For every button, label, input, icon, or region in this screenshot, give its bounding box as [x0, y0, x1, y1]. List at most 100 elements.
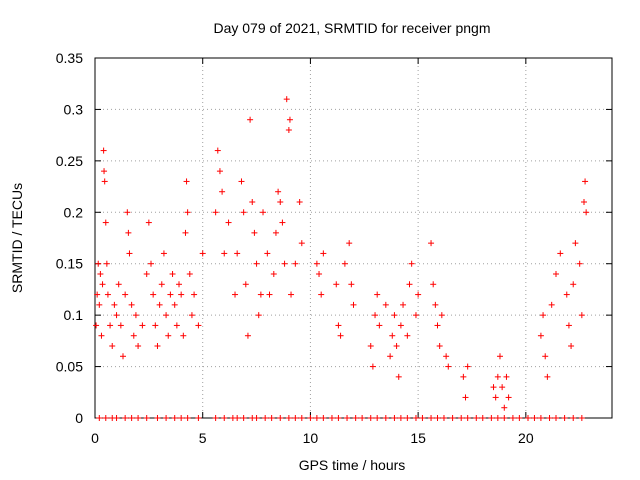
data-point: [328, 415, 335, 421]
data-point: [182, 229, 189, 236]
data-point: [268, 415, 275, 421]
data-point: [195, 415, 202, 421]
data-point: [568, 343, 575, 349]
data-point: [104, 291, 111, 298]
data-point: [524, 415, 531, 421]
data-point: [130, 332, 137, 339]
y-tick-label: 0.3: [64, 101, 84, 117]
data-point: [298, 240, 305, 247]
data-point: [438, 312, 445, 319]
data-point: [139, 322, 146, 329]
y-tick-label: 0.15: [56, 256, 83, 272]
data-point: [186, 271, 193, 277]
data-point: [537, 332, 544, 339]
data-point: [251, 229, 258, 236]
data-point: [117, 322, 124, 329]
data-point: [113, 415, 120, 421]
data-point: [430, 281, 437, 288]
data-point: [216, 168, 223, 175]
data-point: [516, 415, 523, 421]
data-point: [406, 281, 413, 288]
data-point: [232, 291, 239, 298]
data-point: [244, 332, 251, 339]
data-point: [148, 260, 155, 267]
data-point: [583, 209, 590, 216]
data-point: [266, 291, 273, 298]
data-point: [344, 415, 351, 421]
data-point: [240, 209, 247, 216]
data-point: [570, 415, 577, 421]
axis-tick-labels: 0 0.05 0.1 0.15 0.2 0.25 0.3 0.35 0 5 10 15 20: [56, 50, 534, 446]
data-point: [389, 332, 396, 339]
data-point: [158, 281, 165, 288]
data-point: [412, 415, 419, 421]
data-point: [346, 240, 353, 247]
data-point: [275, 188, 282, 195]
data-point: [313, 260, 320, 267]
data-point: [404, 332, 411, 339]
data-point: [135, 343, 142, 349]
data-point: [163, 312, 170, 319]
data-point: [395, 373, 402, 380]
data-point: [391, 312, 398, 319]
data-point: [212, 415, 219, 421]
axis-ticks: [94, 57, 612, 419]
data-point: [391, 415, 398, 421]
data-point: [415, 291, 422, 298]
data-point: [145, 219, 152, 226]
data-point: [443, 353, 450, 360]
data-point: [565, 322, 572, 329]
data-point: [335, 415, 342, 421]
data-point: [316, 271, 323, 277]
data-point: [428, 415, 435, 421]
data-point: [120, 353, 127, 360]
data-point: [458, 415, 465, 421]
data-point: [578, 415, 585, 421]
data-point: [126, 250, 133, 257]
data-point: [277, 415, 284, 421]
grid: [95, 58, 612, 418]
data-point: [180, 332, 187, 339]
data-point: [163, 415, 170, 421]
data-point: [132, 312, 139, 319]
data-point: [135, 415, 142, 421]
data-point: [184, 209, 191, 216]
data-point: [492, 394, 499, 401]
data-point: [169, 271, 176, 277]
data-point: [95, 260, 102, 267]
data-point: [183, 178, 190, 185]
data-point: [449, 415, 456, 421]
data-point: [124, 209, 131, 216]
y-tick-label: 0.05: [56, 359, 83, 375]
data-point: [249, 199, 256, 205]
data-point: [113, 312, 120, 319]
data-point: [102, 415, 109, 421]
data-point: [432, 301, 439, 308]
data-point: [341, 260, 348, 267]
data-point: [428, 240, 435, 247]
y-tick-label: 0.1: [64, 307, 84, 323]
data-point: [285, 127, 292, 133]
data-point: [404, 415, 411, 421]
data-point: [125, 229, 132, 236]
data-point: [501, 404, 508, 411]
data-point: [372, 312, 379, 319]
data-point: [171, 301, 178, 308]
data-point: [98, 332, 105, 339]
data-point: [143, 271, 150, 277]
data-point: [393, 343, 400, 349]
data-point: [285, 415, 292, 421]
data-point: [242, 281, 249, 288]
data-point: [397, 322, 404, 329]
data-point: [335, 322, 342, 329]
data-point: [212, 209, 219, 216]
chart-title: Day 079 of 2021, SRMTID for receiver png…: [213, 20, 490, 36]
data-point: [374, 415, 381, 421]
data-point: [143, 415, 150, 421]
data-point: [150, 291, 157, 298]
x-axis-label: GPS time / hours: [299, 457, 406, 473]
data-point: [111, 301, 118, 308]
data-point: [499, 384, 506, 391]
data-point: [337, 332, 344, 339]
